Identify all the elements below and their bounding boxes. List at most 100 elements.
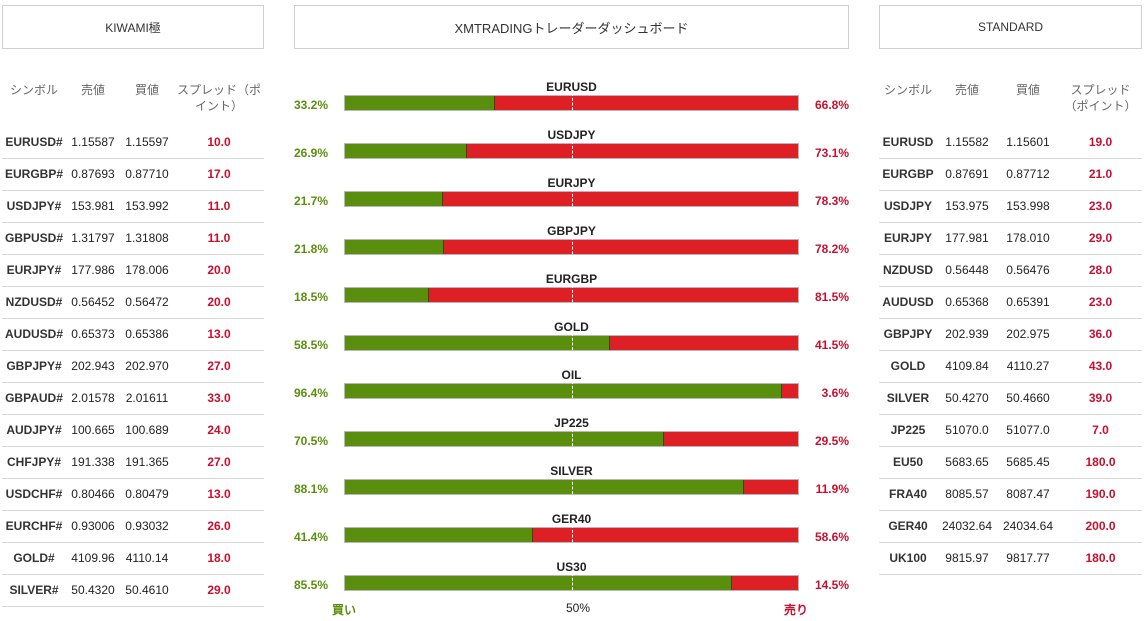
midpoint-line (571, 429, 573, 451)
sentiment-row: GER40 41.4% 58.6% (294, 512, 849, 552)
ask-cell: 153.992 (120, 190, 174, 223)
col-symbol: シンボル (9, 83, 58, 97)
spread-cell: 200.0 (1059, 510, 1142, 543)
sell-percent: 66.8% (814, 98, 849, 112)
midpoint-line (571, 381, 573, 403)
spread-cell: 19.0 (1059, 126, 1142, 159)
table-row: AUDUSD# 0.65373 0.65386 13.0 (2, 318, 264, 351)
sell-percent: 78.2% (814, 242, 849, 256)
sentiment-symbol: EURJPY (547, 176, 596, 190)
sell-percent: 73.1% (814, 146, 849, 160)
spread-cell: 11.0 (174, 222, 264, 255)
spread-cell: 23.0 (1059, 190, 1142, 223)
ask-cell: 4110.14 (120, 542, 174, 575)
spread-cell: 180.0 (1059, 542, 1142, 575)
spread-cell: 21.0 (1059, 158, 1142, 191)
midpoint-line (571, 189, 573, 211)
spread-cell: 180.0 (1059, 446, 1142, 479)
ask-cell: 202.975 (997, 318, 1059, 351)
sentiment-bar (344, 573, 799, 595)
bid-cell: 202.939 (937, 318, 997, 351)
ask-cell: 1.15597 (120, 126, 174, 159)
spread-cell: 27.0 (174, 350, 264, 383)
sentiment-row: USDJPY 26.9% 73.1% (294, 128, 849, 168)
sentiment-symbol: EURGBP (545, 272, 598, 286)
symbol-cell: GOLD (879, 350, 937, 383)
sentiment-symbol: OIL (561, 368, 582, 382)
sell-percent: 11.9% (815, 482, 849, 496)
ask-cell: 178.010 (997, 222, 1059, 255)
sentiment-symbol: EURUSD (546, 80, 597, 94)
buy-percent: 21.7% (294, 194, 329, 208)
table-row: USDJPY# 153.981 153.992 11.0 (2, 190, 264, 223)
bid-cell: 1.15587 (66, 126, 120, 159)
ask-cell: 191.365 (120, 446, 174, 479)
sell-percent: 14.5% (814, 578, 849, 592)
ask-cell: 1.31808 (120, 222, 174, 255)
sentiment-bar (344, 285, 799, 307)
dashboard-header: XMTRADINGトレーダーダッシュボード (294, 5, 849, 49)
sentiment-bar (344, 237, 799, 259)
kiwami-header: KIWAMI極 (2, 5, 264, 49)
bid-cell: 0.56448 (937, 254, 997, 287)
buy-percent: 70.5% (294, 434, 329, 448)
bid-cell: 177.986 (66, 254, 120, 287)
bid-cell: 8085.57 (937, 478, 997, 511)
sell-percent: 81.5% (814, 290, 849, 304)
sentiment-symbol: SILVER (550, 464, 593, 478)
sentiment-bar (344, 381, 799, 403)
symbol-cell: EURUSD# (2, 126, 66, 159)
midpoint-line (571, 93, 573, 115)
sell-percent: 29.5% (814, 434, 849, 448)
symbol-cell: EURCHF# (2, 510, 66, 543)
col-ask: 買値 (134, 83, 159, 97)
sentiment-symbol: GER40 (551, 512, 592, 526)
standard-header: STANDARD (879, 5, 1142, 49)
symbol-cell: USDJPY (879, 190, 937, 223)
table-row: GBPJPY# 202.943 202.970 27.0 (2, 350, 264, 383)
spread-cell: 43.0 (1059, 350, 1142, 383)
table-row: EURJPY 177.981 178.010 29.0 (879, 222, 1142, 255)
symbol-cell: GBPUSD# (2, 222, 66, 255)
legend-buy-label: 買い (332, 603, 357, 617)
standard-header-title: STANDARD (977, 20, 1044, 34)
midpoint-line (571, 573, 573, 595)
symbol-cell: GOLD# (2, 542, 66, 575)
table-row: SILVER# 50.4320 50.4610 29.0 (2, 574, 264, 607)
spread-cell: 190.0 (1059, 478, 1142, 511)
sentiment-row: GBPJPY 21.8% 78.2% (294, 224, 849, 264)
spread-cell: 20.0 (174, 286, 264, 319)
sentiment-symbol: USDJPY (547, 128, 596, 142)
symbol-cell: NZDUSD# (2, 286, 66, 319)
buy-bar-fill (345, 336, 610, 350)
sentiment-bar (344, 333, 799, 355)
sentiment-row: EURUSD 33.2% 66.8% (294, 80, 849, 120)
symbol-cell: AUDJPY# (2, 414, 66, 447)
spread-cell: 39.0 (1059, 382, 1142, 415)
table-row: USDCHF# 0.80466 0.80479 13.0 (2, 478, 264, 511)
bid-cell: 0.65368 (937, 286, 997, 319)
bid-cell: 0.93006 (66, 510, 120, 543)
sentiment-row: SILVER 88.1% 11.9% (294, 464, 849, 504)
bid-cell: 5683.65 (937, 446, 997, 479)
table-row: EURJPY# 177.986 178.006 20.0 (2, 254, 264, 287)
midpoint-line (571, 285, 573, 307)
table-row: NZDUSD 0.56448 0.56476 28.0 (879, 254, 1142, 287)
col-spread: スプレッド（ポイント） (176, 83, 261, 113)
dashboard-header-title: XMTRADINGトレーダーダッシュボード (454, 20, 689, 36)
bid-cell: 24032.64 (937, 510, 997, 543)
table-row: AUDJPY# 100.665 100.689 24.0 (2, 414, 264, 447)
bid-cell: 50.4320 (66, 574, 120, 607)
ask-cell: 153.998 (997, 190, 1059, 223)
table-row: CHFJPY# 191.338 191.365 27.0 (2, 446, 264, 479)
sell-percent: 58.6% (814, 530, 849, 544)
ask-cell: 2.01611 (120, 382, 174, 415)
symbol-cell: USDJPY# (2, 190, 66, 223)
symbol-cell: GBPJPY (879, 318, 937, 351)
spread-cell: 10.0 (174, 126, 264, 159)
bid-cell: 1.31797 (66, 222, 120, 255)
buy-bar-fill (345, 576, 733, 590)
spread-cell: 36.0 (1059, 318, 1142, 351)
ask-cell: 5685.45 (997, 446, 1059, 479)
symbol-cell: EURGBP (879, 158, 937, 191)
